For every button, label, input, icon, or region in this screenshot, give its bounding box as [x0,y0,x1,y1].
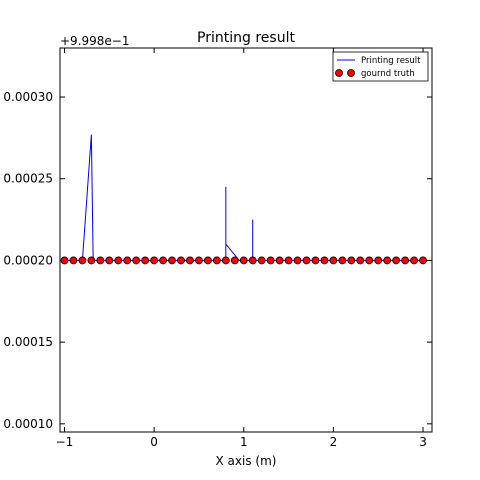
ground-truth-point [123,256,132,265]
ground-truth-point [329,256,338,265]
legend-label-ground-truth: gournd truth [361,69,415,79]
y-tick-label: 0.00010 [3,417,53,431]
chart-title: Printing result [197,30,295,46]
ground-truth-point [311,256,320,265]
ground-truth-point [105,256,114,265]
ground-truth-point [168,256,176,265]
ground-truth-point [87,256,96,265]
ground-truth-point [159,256,167,265]
legend: Printing result gournd truth [332,51,429,82]
ground-truth-point [293,256,302,265]
ground-truth-point [96,256,105,265]
ground-truth-point [204,256,212,265]
ground-truth-point [69,256,78,265]
ground-truth-point [419,256,427,265]
ground-truth-point [186,256,194,265]
ground-truth-point [230,256,239,265]
series-line-printing-result [64,134,424,261]
ground-truth-point [141,256,150,265]
ground-truth-point [257,256,266,265]
ground-truth-point [275,256,284,265]
ground-truth-point [347,256,356,265]
ground-truth-point [78,256,87,265]
ground-truth-point [284,256,293,265]
ground-truth-point [374,256,383,265]
legend-label-printing-result: Printing result [361,56,421,66]
x-tick-label: 3 [419,435,427,449]
ground-truth-point [356,256,365,265]
ground-truth-point [320,256,329,265]
plot-area-frame [59,47,433,433]
axis-ticks: −1 0 1 2 3 0.00010 0.00015 0.00020 0.00025 0.0003… [3,48,432,449]
ground-truth-point [195,256,203,265]
ground-truth-point [60,256,69,265]
x-axis-label: X axis (m) [216,454,277,468]
ground-truth-point [212,256,221,265]
x-tick-label: 2 [330,435,338,449]
ground-truth-point [221,256,230,265]
ground-truth-point [410,256,418,265]
ground-truth-point [114,256,123,265]
ground-truth-point [392,256,401,265]
ground-truth-point [401,256,410,265]
x-tick-label: 1 [240,435,248,449]
ground-truth-point [365,256,374,265]
x-tick-label: −1 [56,435,74,449]
ground-truth-point [177,256,185,265]
series-layer [60,134,427,265]
legend-swatch-ground-truth-1 [335,69,343,77]
ground-truth-point [338,256,347,265]
y-tick-label: 0.00020 [3,253,53,267]
ground-truth-point [132,256,141,265]
ground-truth-point [239,256,248,265]
ground-truth-point [266,256,275,265]
ground-truth-point [248,256,257,265]
y-tick-label: 0.00015 [3,335,53,349]
y-tick-label: 0.00030 [3,90,53,104]
y-tick-label: 0.00025 [3,172,53,186]
ground-truth-point [302,256,311,265]
y-offset-label: +9.998e−1 [60,34,129,48]
ground-truth-point [150,256,159,265]
x-tick-label: 0 [150,435,158,449]
ground-truth-point [383,256,392,265]
legend-swatch-ground-truth-2 [347,69,355,77]
